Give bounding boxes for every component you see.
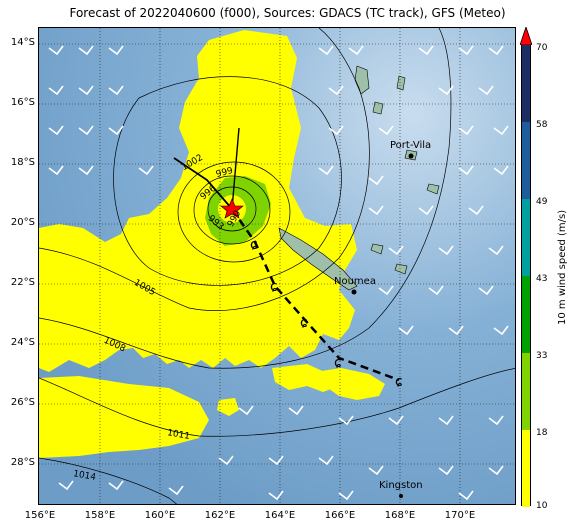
colorbar-tick: 18 — [536, 428, 548, 438]
colorbar-segment — [522, 276, 530, 353]
city-dot-port-vila — [408, 153, 414, 159]
lat-label: 16°S — [10, 97, 35, 108]
storm-marker: ɕ — [334, 355, 342, 371]
map-area[interactable]: ɕ ɕ ɕ ɕ ɕ — [38, 27, 516, 505]
lon-label: 158°E — [84, 510, 116, 521]
city-label-kingston: Kingston — [379, 480, 423, 491]
colorbar-label: 10 m wind speed (m/s) — [557, 209, 568, 325]
colorbar-tick: 49 — [536, 197, 548, 207]
storm-marker: ɕ — [250, 237, 258, 253]
colorbar-tick: 70 — [536, 43, 548, 53]
colorbar-segment — [522, 430, 530, 507]
lat-label: 26°S — [10, 397, 35, 408]
land-loyalty-2 — [394, 263, 408, 275]
colorbar-tick: 10 — [536, 501, 548, 511]
colorbar-segment — [522, 353, 530, 430]
land-loyalty-1 — [370, 243, 384, 255]
lon-label: 170°E — [444, 510, 476, 521]
lat-label: 18°S — [10, 157, 35, 168]
storm-marker: ɕ — [395, 374, 403, 390]
wind-field-yellow-se — [315, 368, 385, 400]
lat-label: 14°S — [10, 37, 35, 48]
land-vanuatu-2 — [372, 101, 384, 115]
map-svg: ɕ ɕ ɕ ɕ ɕ — [39, 28, 515, 504]
lon-label: 156°E — [24, 510, 56, 521]
lon-label: 166°E — [324, 510, 356, 521]
colorbar-tick: 33 — [536, 351, 548, 361]
colorbar-segment — [522, 45, 530, 122]
lat-label: 22°S — [10, 277, 35, 288]
storm-track — [173, 127, 400, 382]
city-label-noumea: Noumea — [334, 276, 376, 287]
colorbar-extend-arrow — [520, 27, 532, 45]
lon-label: 168°E — [384, 510, 416, 521]
storm-marker: ɕ — [300, 315, 308, 331]
colorbar-segment — [522, 199, 530, 276]
land-new-caledonia — [278, 227, 358, 291]
lon-label: 164°E — [264, 510, 296, 521]
colorbar — [521, 44, 531, 507]
wind-field-yellow — [39, 30, 357, 372]
colorbar-segment — [522, 122, 530, 199]
lat-label: 20°S — [10, 217, 35, 228]
city-dot-noumea — [351, 289, 357, 295]
land-vanuatu-5 — [426, 183, 440, 195]
city-dot-kingston — [399, 494, 403, 498]
colorbar-tick: 58 — [536, 120, 548, 130]
storm-position-markers: ɕ ɕ ɕ ɕ ɕ — [250, 237, 403, 390]
isobars — [39, 28, 515, 504]
storm-center-star — [220, 198, 244, 219]
storm-marker: ɕ — [270, 279, 278, 295]
wind-barbs — [48, 45, 509, 501]
lat-label: 24°S — [10, 337, 35, 348]
lon-label: 160°E — [144, 510, 176, 521]
figure-title: Forecast of 2022040600 (f000), Sources: … — [69, 6, 506, 20]
land-vanuatu-3 — [396, 75, 406, 91]
colorbar-tick: 43 — [536, 274, 548, 284]
city-label-port-vila: Port-Vila — [390, 140, 432, 151]
lon-label: 162°E — [204, 510, 236, 521]
lat-label: 28°S — [10, 457, 35, 468]
wind-field-yellow-small — [217, 398, 239, 416]
